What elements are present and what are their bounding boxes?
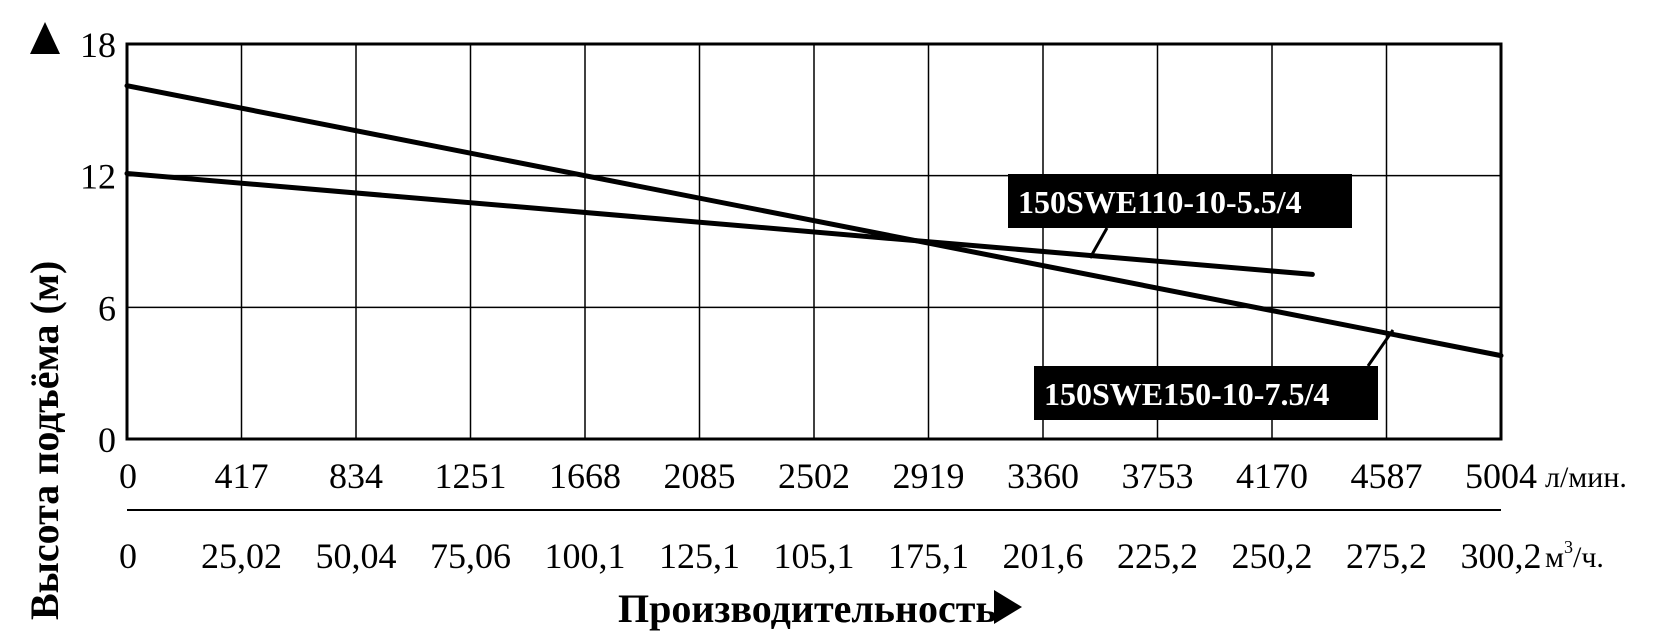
series-label-1-leader: [1088, 227, 1109, 259]
x-unit-secondary: м3/ч.: [1545, 537, 1604, 574]
y-tick-label: 12: [80, 157, 116, 197]
x-tick-label-secondary: 250,2: [1232, 536, 1313, 576]
x-axis-title: Производительность: [618, 586, 1022, 631]
x-tick-label-primary: 2502: [778, 456, 850, 496]
x-tick-label-primary: 1668: [549, 456, 621, 496]
x-axis-arrow-icon: [994, 590, 1022, 624]
x-tick-label-secondary: 275,2: [1346, 536, 1427, 576]
x-tick-label-secondary: 201,6: [1003, 536, 1084, 576]
series-label-2-leader: [1366, 329, 1395, 367]
x-tick-label-secondary: 75,06: [430, 536, 511, 576]
x-tick-label-secondary: 105,1: [774, 536, 855, 576]
series-label-1: 150SWE110-10-5.5/4: [1008, 174, 1352, 259]
series-label-2: 150SWE150-10-7.5/4: [1034, 329, 1395, 420]
x-tick-label-secondary: 175,1: [888, 536, 969, 576]
x-tick-label-primary: 5004: [1465, 456, 1537, 496]
x-tick-label-secondary: 100,1: [545, 536, 626, 576]
series-label-2-text: 150SWE150-10-7.5/4: [1044, 376, 1329, 412]
x-axis-label: Производительность: [618, 586, 997, 631]
x-tick-label-primary: 4170: [1236, 456, 1308, 496]
x-tick-label-primary: 2919: [893, 456, 965, 496]
series-line-1: [124, 170, 1315, 277]
series-line-2: [124, 83, 1504, 359]
x-tick-label-primary: 1251: [435, 456, 507, 496]
x-tick-labels-primary: 0 417 834 1251 1668 2085 2502 2919 3360 3753 4170 4…: [119, 456, 1537, 496]
plot-frame: [125, 42, 1503, 441]
x-tick-label-primary: 3753: [1122, 456, 1194, 496]
y-tick-label: 6: [98, 288, 116, 328]
x-unit-primary: л/мин.: [1545, 461, 1627, 494]
x-tick-label-secondary: 25,02: [201, 536, 282, 576]
series-label-1-text: 150SWE110-10-5.5/4: [1018, 184, 1302, 220]
x-tick-label-primary: 834: [329, 456, 383, 496]
series-label-1-box: [1008, 174, 1352, 228]
x-tick-label-primary: 2085: [664, 456, 736, 496]
x-tick-label-secondary: 300,2: [1461, 536, 1542, 576]
x-tick-label-secondary: 125,1: [659, 536, 740, 576]
x-tick-label-primary: 3360: [1007, 456, 1079, 496]
x-tick-label-secondary: 50,04: [316, 536, 397, 576]
series-lines: [124, 83, 1504, 359]
series-label-2-box: [1034, 366, 1378, 420]
x-tick-label-primary: 4587: [1351, 456, 1423, 496]
x-tick-labels-secondary: 0 25,02 50,04 75,06 100,1 125,1 105,1 175,1 201,…: [119, 536, 1542, 576]
y-tick-label: 0: [98, 420, 116, 460]
y-axis-arrow-icon: [30, 22, 60, 54]
y-axis-label: Высота подъёма (м): [22, 261, 67, 620]
x-tick-label-secondary: 225,2: [1117, 536, 1198, 576]
y-tick-labels: 0 6 12 18: [80, 25, 116, 460]
x-tick-label-primary: 417: [215, 456, 269, 496]
y-tick-label: 18: [80, 25, 116, 65]
x-tick-label-primary: 0: [119, 456, 137, 496]
y-axis-title: Высота подъёма (м): [22, 22, 67, 620]
x-tick-label-secondary: 0: [119, 536, 137, 576]
